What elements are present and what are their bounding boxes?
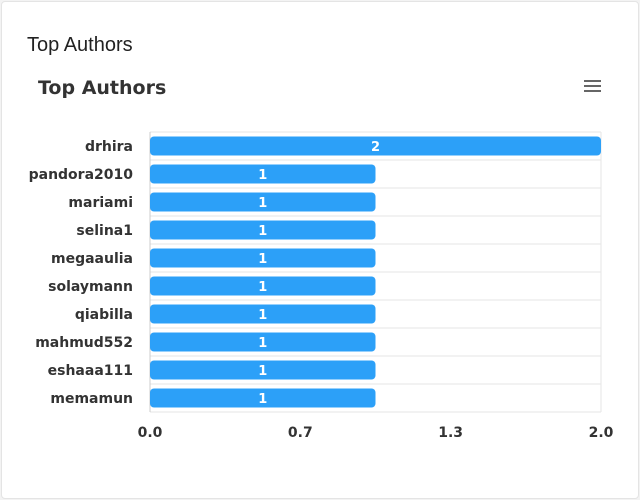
category-label: qiabilla [75,307,133,323]
category-label: memamun [50,391,133,407]
bar [150,304,376,324]
category-label: megaaulia [51,251,133,267]
data-label: 2 [371,140,380,155]
bar [150,276,376,296]
x-tick-label: 0.0 [138,425,163,441]
hamburger-menu-icon [584,80,601,92]
data-label: 1 [258,280,267,295]
category-label: solaymann [48,279,133,295]
data-label: 1 [258,196,267,211]
data-label: 1 [258,224,267,239]
category-label: mahmud552 [35,335,133,351]
bar [150,136,601,156]
data-label: 1 [258,308,267,323]
bar [150,360,376,380]
data-label: 1 [258,252,267,267]
x-tick-label: 2.0 [589,425,614,441]
category-label: mariami [68,195,133,211]
data-label: 1 [258,336,267,351]
x-tick-label: 1.3 [438,425,463,441]
x-tick-label: 0.7 [288,425,313,441]
category-label: selina1 [76,223,133,239]
data-label: 1 [258,364,267,379]
bar [150,248,376,268]
chart-menu-button[interactable] [580,75,604,97]
chart-title: Top Authors [38,77,167,99]
bar [150,192,376,212]
bar [150,220,376,240]
bar [150,388,376,408]
bar [150,164,376,184]
data-label: 1 [258,168,267,183]
category-label: eshaaa111 [48,363,133,379]
category-label: pandora2010 [29,167,134,183]
category-label: drhira [85,139,133,155]
bar [150,332,376,352]
card-title: Top Authors [27,34,133,56]
data-label: 1 [258,392,267,407]
